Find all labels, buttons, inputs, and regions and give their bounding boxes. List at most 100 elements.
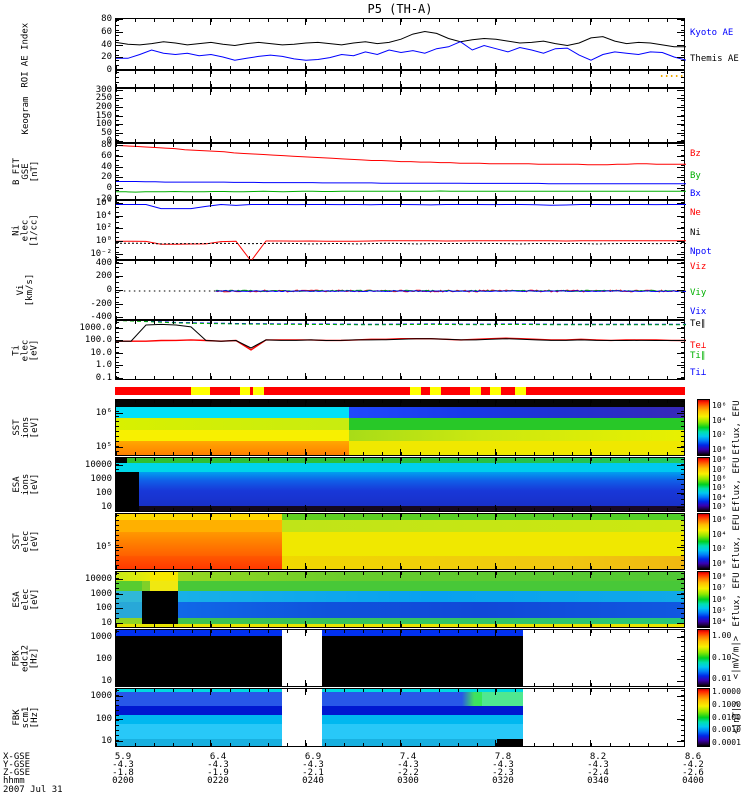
ytick-mark-left [116,413,123,415]
ytick-mark-right [677,327,684,329]
ytick-mark-right [677,718,684,720]
spectrogram-band-fbk_edc12 [322,635,523,686]
minor-ticks-left [116,20,119,68]
time-tick-bottom [305,449,306,455]
spectrogram-band-fbk_scm1 [116,724,283,739]
time-tick-bottom [590,563,591,569]
footer-value: 7.8 [494,752,512,762]
ytick-label: 1000.0 [79,322,112,333]
footer-value: 5.9 [114,752,132,762]
line-series-vi [118,289,686,293]
spectrogram-band-sst_ions [348,429,684,442]
spectrogram-band-esa_elec [178,602,684,618]
ytick-label: -20 [95,193,112,204]
time-tick-bottom [305,373,306,379]
series-by [116,190,686,193]
spectrogram-band-fbk_scm1 [116,738,283,746]
minor-ticks-right [681,90,684,141]
footer-value: 6.4 [209,752,227,762]
time-tick-bottom [400,505,401,511]
time-tick-top [495,201,496,207]
ytick-mark-right [677,155,684,157]
ylabel-bfit: B FIT GSE [nT] [11,157,40,186]
colorbar-tick-label: 1.00 [712,630,732,640]
time-tick-top [495,514,496,520]
colorbar-tick-label: 10⁵ [712,483,727,493]
footer-date: 2007 Jul 31 [3,785,63,795]
ytick-mark-right [677,636,684,638]
ytick-mark-left [116,365,123,367]
legend-vix: Vix [690,306,707,317]
colorbar-tick-label: 10⁸ [712,455,727,465]
ytick-mark-right [677,365,684,367]
time-tick-bottom [210,740,211,746]
minor-ticks-right [681,202,684,258]
ytick-label: 1000 [90,690,112,701]
ytick-label: 100.0 [84,335,112,346]
legend-ni: Ni [690,228,701,238]
quality-bar-yellow-segment [430,387,442,395]
footer-value: 0340 [587,776,609,786]
colorbar-tick-label: 0.10 [712,653,732,662]
footer-value: -4.3 [302,760,324,770]
series-npot [116,203,686,210]
time-tick-bottom [305,621,306,627]
spectrogram-band-sst_ions [116,429,349,442]
colorbar-tick-label: 0.0010 [712,725,741,735]
footer-value: -4.3 [397,760,419,770]
ytick-label: 100 [95,713,112,724]
minor-ticks-left [116,202,119,258]
time-tick-top [400,321,401,327]
ytick-label: 40 [101,39,112,50]
time-tick-top [210,261,211,267]
ytick-label: 10⁶ [95,408,112,419]
time-tick-bottom [305,740,306,746]
time-tick-top [305,19,306,25]
time-tick-bottom [590,81,591,87]
spectrogram-band-esa_elec [141,602,179,618]
spectrogram-band-sst_elec [282,531,684,557]
ytick-label: 60 [101,150,112,161]
panel-keogram [115,88,685,143]
ytick-mark-left [116,659,123,661]
time-tick-top [400,572,401,578]
spectrogram-band-sst_elec [116,531,283,557]
ytick-label: 10 [101,736,112,747]
time-tick-top [210,514,211,520]
footer-value: -2.4 [587,768,609,778]
minor-ticks-right [681,631,684,685]
ytick-mark-right [677,98,684,100]
time-tick-bottom [210,505,211,511]
colorbar-tick-label: 10⁵ [712,605,727,615]
spectrogram-band-sst_elec [116,519,283,532]
minor-ticks-left [116,515,119,568]
time-tick-bottom [495,136,496,142]
ytick-mark-left [116,464,123,466]
ytick-mark-right [677,352,684,354]
ytick-mark-left [116,240,123,242]
spectrogram-band-esa_elec [178,591,684,603]
ytick-mark-left [116,290,123,291]
ytick-label: 1000 [90,631,112,642]
series-ni [116,242,686,245]
ytick-mark-right [677,215,684,217]
minor-ticks-left [116,262,119,318]
time-tick-bottom [495,63,496,69]
minor-ticks-left [116,459,119,510]
time-tick-bottom [495,740,496,746]
legend-by: By [690,171,701,182]
time-tick-top [210,458,211,464]
ytick-label: 80 [101,139,112,150]
colorbar-unit-label: <|mV/m|> [731,635,742,680]
time-tick-bottom [400,63,401,69]
ylabel-esa_ions: ESA ions [eV] [11,473,40,496]
time-tick-bottom [495,505,496,511]
ytick-mark-right [677,198,684,200]
ytick-label: 80 [101,14,112,25]
ytick-mark-right [677,478,684,480]
colorbar-esa_ions [697,457,710,512]
ytick-mark-right [677,57,684,59]
spectrogram-band-sst_elec [282,556,684,569]
ytick-mark-left [116,276,123,278]
time-tick-bottom [305,81,306,87]
